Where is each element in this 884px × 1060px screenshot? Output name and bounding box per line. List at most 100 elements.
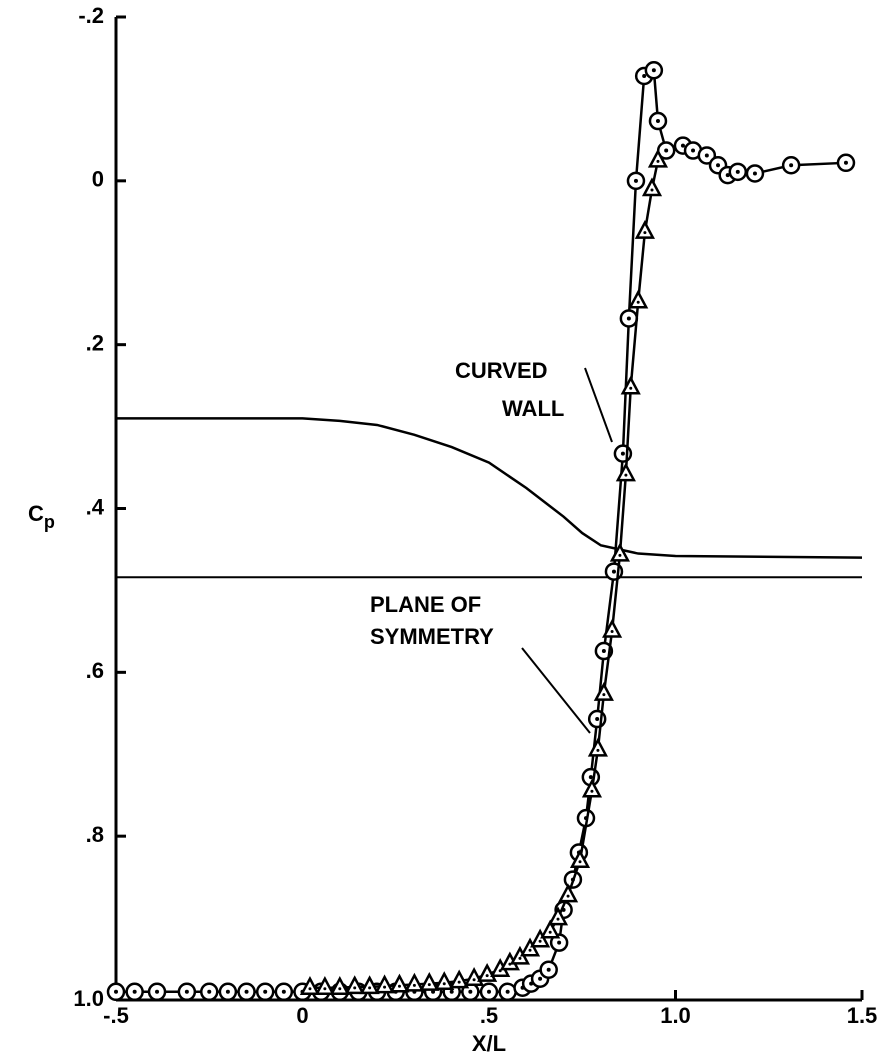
- triangle-marker-dot: [624, 473, 628, 477]
- circle-marker-dot: [132, 989, 137, 994]
- triangle-marker-dot: [338, 987, 342, 991]
- triangle-marker-dot: [412, 983, 416, 987]
- triangle-marker: [634, 219, 655, 239]
- y-axis-label-sub: p: [44, 512, 55, 532]
- circle-marker-dot: [546, 967, 551, 972]
- triangle-marker-dot: [556, 917, 560, 921]
- triangle-marker-dot: [629, 386, 633, 390]
- circle-marker-dot: [601, 649, 606, 654]
- triangle-marker: [374, 974, 395, 994]
- triangle-marker: [359, 975, 380, 995]
- circle-marker-dot: [184, 989, 189, 994]
- x-tick-label: 1.5: [847, 1003, 878, 1028]
- annotation-arrow: [521, 647, 591, 734]
- triangle-marker: [628, 289, 649, 309]
- circle-marker-dot: [281, 989, 286, 994]
- triangle-marker-dot: [602, 693, 606, 697]
- triangle-marker-dot: [472, 978, 476, 982]
- triangle-marker-dot: [578, 860, 582, 864]
- circle-marker-dot: [487, 989, 491, 994]
- triangle-marker: [602, 618, 623, 638]
- series-line: [116, 68, 847, 994]
- triangle-marker-dot: [427, 983, 431, 987]
- circle-marker-dot: [468, 989, 473, 994]
- triangle-marker: [404, 972, 425, 992]
- triangle-marker-dot: [528, 948, 532, 952]
- series-annotation: PLANE OF SYMMETRY: [370, 592, 494, 649]
- circle-marker-dot: [704, 153, 709, 158]
- triangle-marker: [581, 778, 603, 798]
- circle-marker-dot: [538, 976, 543, 981]
- triangle-marker: [389, 973, 410, 993]
- circle-marker-dot: [155, 989, 160, 994]
- circle-marker-dot: [664, 148, 669, 153]
- circle-marker-dot: [620, 451, 625, 456]
- x-tick-label: 0: [296, 1003, 308, 1028]
- y-tick-label: 1.0: [73, 986, 104, 1011]
- triangle-marker-dot: [656, 159, 660, 163]
- triangle-marker-dot: [566, 894, 570, 898]
- triangle-marker-dot: [442, 982, 446, 986]
- triangle-marker: [620, 375, 641, 395]
- triangle-marker: [593, 681, 614, 701]
- circle-marker-dot: [505, 989, 510, 994]
- x-tick-label: 1.0: [660, 1003, 691, 1028]
- x-tick-label: .5: [480, 1003, 498, 1028]
- y-tick-label: .8: [86, 822, 104, 847]
- annotation-line: PLANE OF: [370, 592, 481, 617]
- triangle-marker-dot: [650, 188, 654, 192]
- y-axis-label: Cp: [28, 501, 55, 532]
- circle-marker-dot: [114, 989, 118, 994]
- wall-contour: [116, 417, 863, 559]
- circle-marker-dot: [789, 163, 794, 168]
- triangle-marker: [540, 919, 561, 939]
- triangle-marker-dot: [618, 553, 622, 557]
- triangle-marker-dot: [368, 986, 372, 990]
- circle-marker-dot: [651, 68, 656, 73]
- triangle-marker: [647, 148, 669, 168]
- triangle-marker: [519, 937, 541, 957]
- triangle-marker: [609, 542, 631, 562]
- triangle-marker: [569, 849, 591, 868]
- circle-marker-dot: [225, 989, 230, 994]
- circle-marker-dot: [642, 73, 647, 78]
- triangle-marker-dot: [548, 930, 552, 934]
- circle-marker-dot: [655, 119, 660, 124]
- triangle-marker: [344, 975, 365, 995]
- circle-marker-dot: [595, 717, 600, 722]
- triangle-marker: [587, 737, 608, 757]
- triangle-marker-dot: [518, 956, 522, 960]
- circle-marker-dot: [691, 148, 696, 153]
- circle-marker-dot: [244, 989, 249, 994]
- triangle-marker-dot: [590, 789, 594, 793]
- y-axis-label-main: C: [28, 501, 44, 526]
- triangle-marker: [314, 976, 335, 995]
- triangle-marker-dot: [636, 300, 640, 304]
- triangle-marker-dot: [353, 986, 357, 990]
- triangle-marker-dot: [323, 987, 327, 991]
- circle-marker-dot: [752, 171, 757, 176]
- circle-marker-dot: [588, 775, 593, 780]
- x-axis-label: X/L: [472, 1031, 506, 1056]
- triangle-marker: [557, 883, 579, 903]
- triangle-marker: [299, 976, 321, 995]
- y-tick-label: .6: [86, 658, 104, 683]
- triangle-marker-dot: [397, 984, 401, 988]
- triangle-marker: [434, 971, 455, 991]
- y-tick-label: .2: [86, 330, 104, 355]
- circle-marker-dot: [680, 143, 685, 148]
- circle-marker-dot: [843, 160, 848, 165]
- circle-marker-dot: [557, 940, 562, 945]
- circle-marker-dot: [626, 316, 631, 321]
- triangle-marker: [547, 906, 569, 926]
- triangle-marker-dot: [383, 985, 387, 989]
- triangle-marker-dot: [457, 980, 461, 984]
- circle-marker-dot: [716, 163, 721, 168]
- circle-marker-dot: [725, 173, 730, 178]
- circle-marker-dot: [735, 169, 740, 174]
- triangle-marker-dot: [596, 748, 600, 752]
- series-annotation: CURVED WALL: [455, 358, 564, 421]
- y-tick-label: -.2: [78, 3, 104, 28]
- triangle-marker: [615, 462, 636, 482]
